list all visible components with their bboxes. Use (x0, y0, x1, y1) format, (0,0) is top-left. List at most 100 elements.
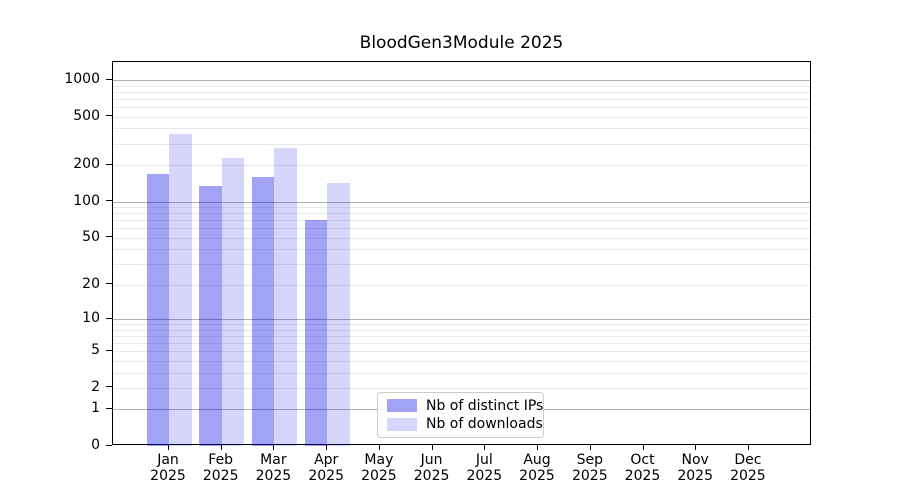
x-tick (220, 445, 222, 450)
chart-title: BloodGen3Module 2025 (359, 33, 564, 53)
y-gridline-minor (113, 387, 810, 389)
x-tick-month: May (364, 452, 394, 468)
y-gridline-minor (113, 249, 810, 251)
x-tick-label-nov: Nov 2025 (662, 452, 728, 484)
x-tick-label-feb: Feb 2025 (188, 452, 254, 484)
y-tick (106, 349, 112, 351)
y-tick-label: 200 (73, 156, 100, 172)
legend-swatch-downloads (387, 417, 417, 431)
y-gridline-minor (113, 342, 810, 344)
x-tick-month: Jul (475, 452, 493, 468)
y-gridline-minor (113, 324, 810, 325)
y-tick-label: 50 (82, 228, 100, 245)
x-tick-month: Mar (260, 452, 287, 468)
x-tick (431, 445, 433, 450)
x-tick-label-may: May 2025 (346, 452, 412, 484)
y-tick (106, 78, 112, 80)
y-tick-label: 100 (73, 192, 100, 209)
y-gridline-minor (113, 351, 810, 353)
x-tick-year: 2025 (308, 468, 344, 484)
y-gridline-minor (113, 165, 810, 166)
plot-area (112, 61, 811, 446)
x-tick-label-jul: Jul 2025 (451, 452, 517, 484)
x-tick-year: 2025 (624, 468, 661, 484)
bar-distinct-ips-jan (146, 174, 169, 446)
x-tick-label-aug: Aug 2025 (504, 452, 570, 484)
x-tick-month: Dec (734, 452, 762, 468)
x-tick-label-mar: Mar 2025 (240, 452, 306, 484)
bar-distinct-ips-apr (304, 220, 328, 446)
y-gridline-minor (113, 98, 810, 100)
x-tick-label-dec: Dec 2025 (715, 452, 781, 484)
y-tick (106, 283, 112, 285)
x-tick (695, 445, 697, 450)
legend-label-distinct-ips: Nb of distinct IPs (426, 397, 544, 414)
y-tick-label: 10 (82, 310, 100, 326)
y-gridline-minor (113, 228, 810, 230)
bar-downloads-jan (169, 134, 192, 446)
x-tick (484, 445, 486, 450)
y-tick-label: 1000 (64, 71, 100, 87)
x-tick-year: 2025 (677, 468, 713, 484)
x-tick-month: Oct (630, 452, 655, 468)
x-tick-year: 2025 (519, 468, 555, 484)
y-tick-label: 0 (91, 437, 100, 453)
x-tick-month: Feb (208, 452, 234, 468)
x-tick (589, 445, 591, 450)
y-gridline-minor (113, 213, 810, 215)
x-tick-label-oct: Oct 2025 (610, 452, 676, 484)
x-tick-month: Sep (576, 452, 603, 468)
y-tick (106, 407, 112, 409)
bar-downloads-apr (327, 183, 350, 446)
y-gridline-minor (113, 207, 810, 208)
y-tick (106, 444, 112, 446)
legend: Nb of distinct IPs Nb of downloads (377, 392, 544, 438)
x-tick-year: 2025 (413, 468, 450, 484)
legend-row-distinct-ips: Nb of distinct IPs (387, 398, 543, 414)
bar-distinct-ips-mar (251, 177, 275, 446)
x-tick-label-jan: Jan 2025 (135, 452, 201, 484)
x-tick (378, 445, 380, 450)
y-tick (106, 200, 112, 201)
y-tick-label: 2 (91, 378, 100, 395)
y-gridline-minor (113, 85, 810, 87)
bar-downloads-mar (274, 148, 297, 446)
x-tick-year: 2025 (571, 468, 608, 484)
x-tick-label-apr: Apr 2025 (293, 452, 359, 484)
y-tick (106, 386, 112, 388)
x-tick-year: 2025 (361, 468, 397, 484)
y-gridline-minor (113, 237, 810, 239)
x-tick-month: Apr (314, 452, 339, 468)
y-gridline-minor (113, 360, 810, 362)
x-tick-year: 2025 (730, 468, 766, 484)
y-gridline-minor (113, 128, 810, 130)
y-gridline-minor (113, 335, 810, 337)
y-gridline-minor (113, 116, 810, 118)
x-tick-year: 2025 (202, 468, 239, 484)
x-tick (326, 445, 328, 450)
x-tick-month: Nov (681, 452, 709, 468)
y-gridline-minor (113, 284, 810, 286)
y-gridline-minor (113, 264, 810, 266)
y-gridline-minor (113, 372, 810, 374)
y-gridline-minor (113, 91, 810, 93)
y-tick (106, 236, 112, 238)
y-tick-label: 20 (82, 275, 100, 292)
y-tick (106, 115, 112, 117)
legend-label-downloads: Nb of downloads (426, 416, 543, 433)
y-gridline-minor (113, 143, 810, 145)
x-tick-label-jun: Jun 2025 (399, 452, 465, 484)
y-gridline-major (113, 80, 810, 81)
y-tick (106, 163, 112, 165)
y-tick (106, 317, 112, 319)
x-tick-year: 2025 (255, 468, 292, 484)
bar-distinct-ips-feb (199, 186, 222, 446)
x-tick-month: Jan (157, 452, 179, 468)
x-tick-month: Jun (420, 452, 443, 468)
x-tick (537, 445, 538, 450)
x-tick-year: 2025 (150, 468, 186, 484)
legend-swatch-distinct-ips (387, 399, 417, 413)
x-tick-month: Aug (523, 452, 551, 468)
x-tick-year: 2025 (466, 468, 503, 484)
